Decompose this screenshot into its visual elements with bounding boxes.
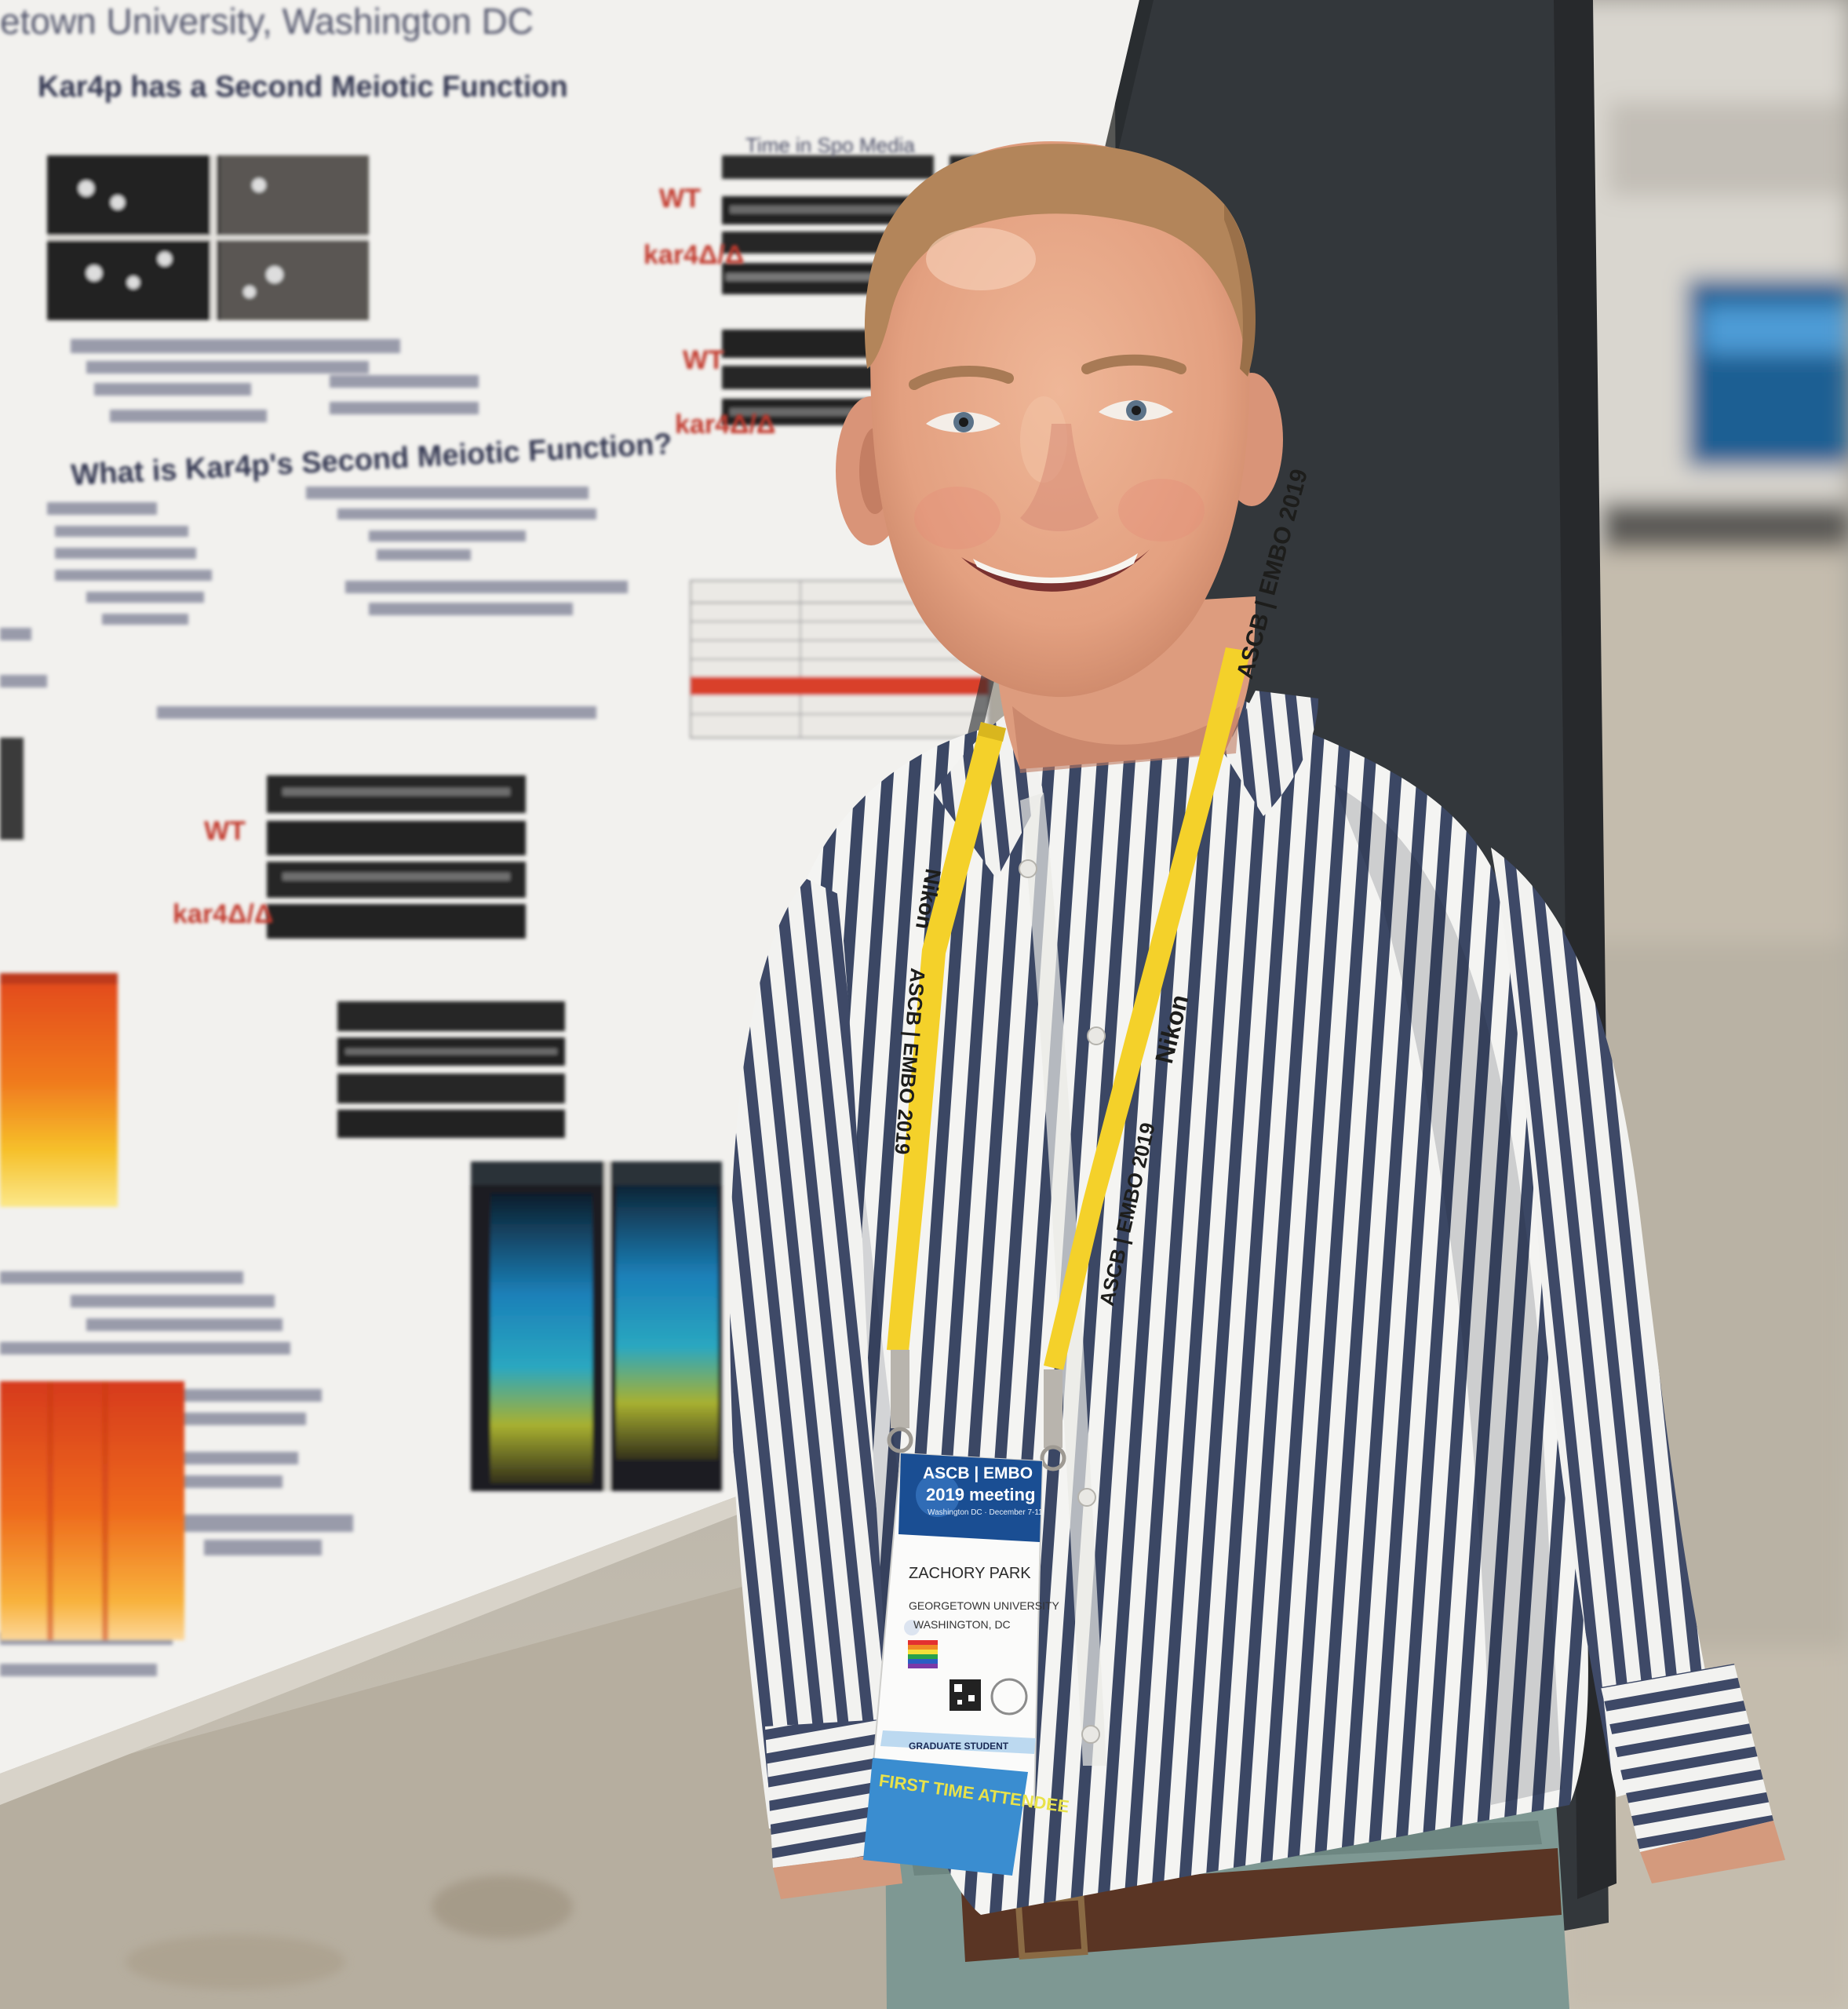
badge-dates: Washington DC · December 7-11 <box>928 1508 1043 1517</box>
poster-time-label: Time in Spo Media <box>745 133 915 157</box>
badge-meeting: 2019 meeting <box>926 1485 1036 1504</box>
poster-label-wt-3: WT <box>204 816 246 846</box>
badge-org: ASCB | EMBO <box>923 1464 1033 1482</box>
poster-label-wt: WT <box>659 184 701 213</box>
badge-name: ZACHORY PARK <box>909 1565 1031 1582</box>
poster-heading-1: Kar4p has a Second Meiotic Function <box>38 71 568 104</box>
badge-role: GRADUATE STUDENT <box>909 1741 1009 1752</box>
poster-label-mutant-2: kar4Δ/Δ <box>675 410 776 439</box>
poster-title: etown University, Washington DC <box>0 1 534 42</box>
poster-label-wt-2: WT <box>683 345 724 375</box>
poster-label-mutant-3: kar4Δ/Δ <box>173 899 274 929</box>
badge-city: WASHINGTON, DC <box>913 1618 1011 1631</box>
badge-institution: GEORGETOWN UNIVERSITY <box>909 1599 1059 1612</box>
poster-label-mutant: kar4Δ/Δ <box>643 240 745 270</box>
